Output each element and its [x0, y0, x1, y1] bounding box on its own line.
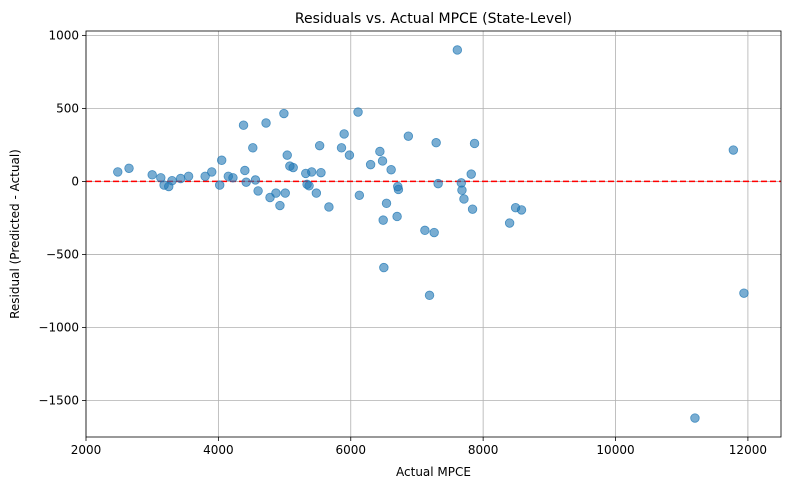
x-tick-label: 6000 — [335, 443, 366, 457]
data-point — [433, 178, 443, 189]
chart-title: Residuals vs. Actual MPCE (State-Level) — [295, 11, 572, 27]
data-point — [253, 186, 263, 196]
data-point — [147, 170, 157, 180]
data-point — [216, 155, 227, 165]
data-point — [377, 156, 388, 166]
y-tick-label: 0 — [71, 174, 79, 188]
data-point — [240, 165, 250, 176]
data-point — [386, 165, 396, 175]
data-point — [282, 150, 292, 160]
y-axis-label: Residual (Predicted - Actual) — [8, 149, 22, 319]
data-point — [314, 140, 325, 151]
data-point — [167, 175, 177, 186]
x-axis-label: Actual MPCE — [396, 465, 471, 479]
data-point — [183, 171, 194, 182]
data-point — [690, 413, 700, 423]
x-tick-label: 12000 — [729, 443, 767, 457]
data-point — [452, 45, 463, 55]
y-tick-label: 500 — [56, 101, 79, 115]
data-point — [429, 227, 439, 238]
plot-frame — [85, 30, 782, 438]
x-tick-label: 8000 — [468, 443, 499, 457]
data-point — [457, 185, 467, 195]
data-point — [403, 131, 414, 141]
data-point — [275, 200, 285, 211]
data-point — [728, 145, 739, 155]
data-point — [459, 194, 469, 204]
data-point — [431, 138, 441, 148]
data-point — [375, 146, 385, 157]
data-point — [466, 169, 476, 179]
data-point — [288, 162, 298, 173]
y-tick-label: −500 — [46, 247, 79, 261]
data-point — [393, 184, 404, 195]
data-point — [279, 108, 289, 119]
data-point — [354, 190, 365, 200]
data-points — [113, 45, 749, 423]
data-point — [381, 198, 392, 209]
data-point — [215, 180, 225, 190]
data-point — [467, 204, 478, 214]
y-tick-label: −1000 — [38, 320, 79, 334]
data-point — [113, 167, 123, 177]
y-tick-label: 1000 — [48, 28, 79, 42]
data-point — [207, 167, 217, 177]
data-point — [365, 159, 376, 170]
data-point — [175, 173, 186, 184]
data-point — [238, 120, 249, 130]
data-point — [316, 167, 326, 178]
data-point — [420, 225, 430, 236]
data-point — [392, 211, 402, 222]
data-point — [324, 202, 334, 212]
data-point — [336, 143, 347, 153]
data-point — [339, 129, 349, 139]
data-point — [228, 173, 238, 183]
data-point — [504, 218, 515, 228]
data-point — [248, 143, 258, 153]
x-tick-label: 4000 — [203, 443, 234, 457]
x-tick-label: 2000 — [71, 443, 102, 457]
data-point — [469, 138, 480, 149]
data-point — [200, 171, 210, 182]
y-tick-label: −1500 — [38, 393, 79, 407]
data-point — [241, 177, 251, 187]
axis-ticks: 2000 4000 6000 8000 10000 12000−1500−1000−500… — [38, 28, 767, 457]
data-point — [311, 188, 322, 198]
data-point — [304, 181, 314, 191]
data-point — [344, 150, 355, 160]
data-point — [271, 188, 281, 198]
data-point — [261, 118, 271, 128]
x-tick-label: 10000 — [596, 443, 634, 457]
data-point — [307, 167, 317, 177]
data-point — [378, 215, 388, 225]
data-point — [353, 107, 363, 117]
data-point — [280, 188, 290, 198]
data-point — [379, 262, 389, 273]
data-point — [124, 163, 134, 173]
data-point — [516, 205, 527, 215]
data-point — [250, 175, 261, 185]
data-point — [739, 288, 749, 298]
data-point — [424, 290, 435, 301]
